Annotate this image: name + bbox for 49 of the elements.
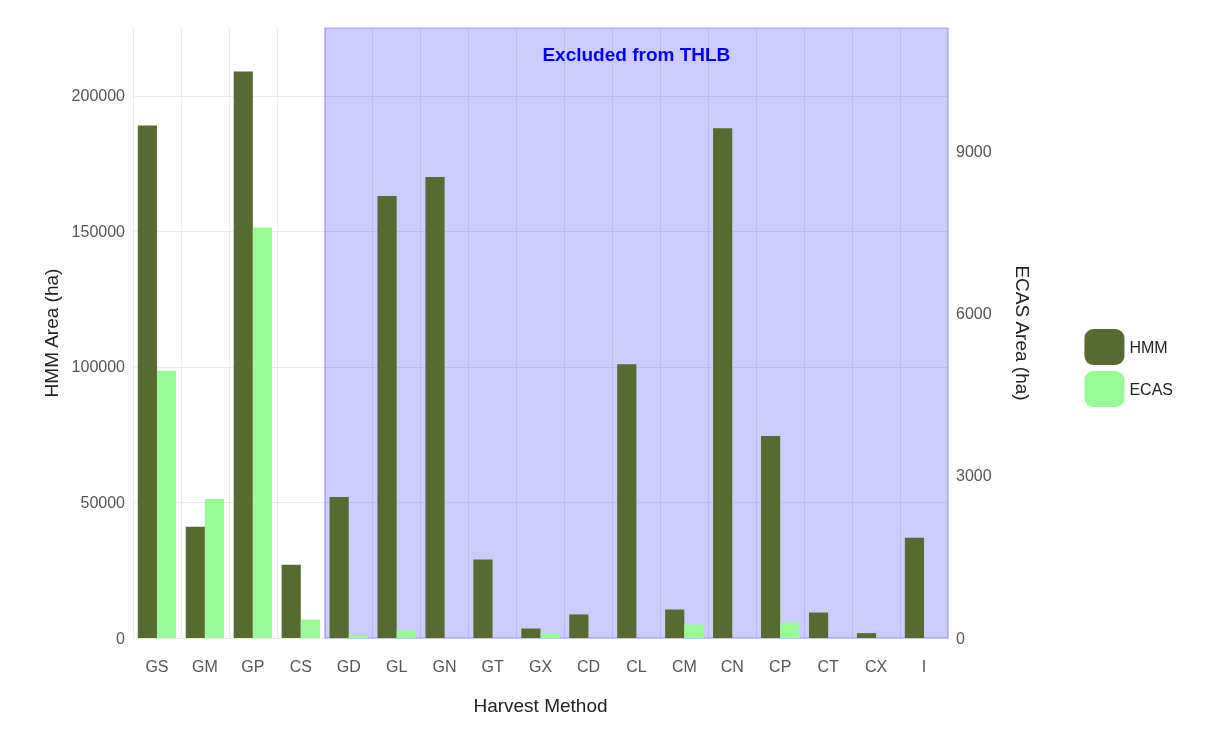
x-tick-label: CD — [576, 657, 600, 675]
y-tick-label: 50000 — [80, 493, 126, 511]
x-tick-label: GL — [386, 657, 408, 675]
bar — [665, 609, 685, 638]
bar — [569, 614, 589, 638]
y-tick-label: 200000 — [71, 87, 126, 105]
bar — [713, 128, 733, 638]
x-tick-label: GN — [432, 657, 457, 675]
bar — [473, 559, 493, 638]
y2-axis-title: ECAS Area (ha) — [1012, 265, 1033, 401]
x-axis-title: Harvest Method — [473, 695, 608, 716]
legend-label: ECAS — [1129, 380, 1174, 398]
x-tick-label: CL — [626, 657, 647, 675]
bar — [377, 196, 397, 638]
bar — [808, 612, 829, 638]
y-tick-label: 150000 — [71, 222, 126, 240]
x-tick-label: GS — [145, 657, 169, 675]
bar — [281, 564, 301, 638]
y2-tick-label: 9000 — [956, 142, 992, 160]
bar — [348, 635, 368, 638]
bar — [904, 537, 925, 638]
bar — [425, 177, 445, 638]
x-tick-label: GM — [192, 657, 218, 675]
y-axis-title: HMM Area (ha) — [40, 268, 62, 398]
bar — [761, 436, 781, 638]
y2-tick-label: 6000 — [956, 305, 992, 323]
x-tick-label: CM — [671, 657, 697, 675]
bar — [300, 619, 320, 638]
bar — [617, 364, 637, 638]
x-tick-label: GT — [481, 657, 504, 675]
x-tick-label: I — [921, 657, 927, 675]
band-label: Excluded from THLB — [542, 44, 731, 66]
x-tick-label: GX — [528, 657, 553, 675]
y2-tick-label: 0 — [956, 629, 965, 647]
y2-tick-label: 3000 — [956, 467, 992, 485]
bar — [856, 633, 877, 638]
x-tick-label: CP — [769, 657, 792, 675]
legend-label: HMM — [1129, 338, 1168, 356]
x-tick-label: CN — [720, 657, 744, 675]
x-tick-label: GD — [336, 657, 361, 675]
x-tick-label: CS — [289, 657, 312, 675]
x-tick-label: CT — [817, 657, 840, 675]
x-tick-label: GP — [241, 657, 265, 675]
y-tick-label: 100000 — [71, 358, 126, 376]
x-tick-label: CX — [864, 657, 888, 675]
bar — [396, 630, 416, 638]
y-tick-label: 0 — [116, 629, 126, 647]
bar — [329, 497, 349, 638]
bar — [780, 622, 800, 638]
